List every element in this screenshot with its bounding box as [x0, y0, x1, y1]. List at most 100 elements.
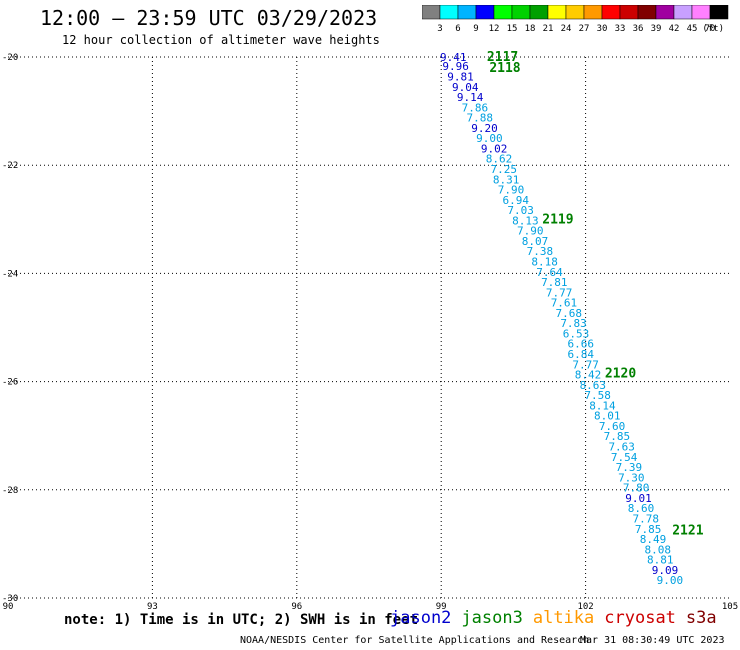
- latitude-label: -20: [2, 53, 18, 63]
- legend-jason3: jason3: [461, 608, 523, 628]
- wave-height-value: 9.00: [657, 574, 684, 587]
- wave-height-value: 8.07: [522, 235, 549, 248]
- legend-altika: altika: [532, 608, 595, 628]
- pass-cycle-label: 2121: [672, 523, 703, 538]
- wave-height-value: 9.00: [476, 132, 503, 145]
- color-scale-label: 27: [579, 24, 590, 34]
- color-scale-label: 12: [489, 24, 500, 34]
- longitude-label: 90: [3, 602, 14, 610]
- color-scale-label: 39: [651, 24, 662, 34]
- color-scale-label: 24: [561, 24, 572, 34]
- wave-height-value: 9.04: [452, 81, 479, 94]
- latitude-label: -26: [2, 378, 18, 388]
- wave-height-value: 6.84: [568, 348, 595, 361]
- wave-height-value: 7.03: [507, 204, 534, 217]
- wave-height-value: 7.39: [616, 461, 643, 474]
- latitude-label: -30: [2, 594, 18, 604]
- wave-height-value: 9.41: [440, 51, 467, 64]
- color-scale-label: 9: [473, 24, 478, 34]
- wave-height-value: 8.31: [493, 173, 520, 186]
- color-scale-label: 30: [597, 24, 608, 34]
- wave-height-value: 7.54: [611, 451, 638, 464]
- wave-height-value: 8.18: [531, 255, 558, 268]
- wave-height-value: 8.49: [640, 533, 667, 546]
- wave-height-value: 8.60: [628, 502, 655, 515]
- wave-height-value: 9.01: [625, 492, 652, 505]
- wave-height-value: 9.02: [481, 142, 508, 155]
- color-scale-label: 15: [507, 24, 518, 34]
- color-scale-label: 6: [455, 24, 460, 34]
- pass-cycle-label: 2120: [605, 366, 636, 381]
- wave-height-value: 8.14: [589, 399, 616, 412]
- note-text: note: 1) Time is in UTC; 2) SWH is in fe…: [64, 612, 419, 628]
- wave-height-value: 7.80: [623, 482, 650, 495]
- wave-height-value: 6.66: [568, 338, 595, 351]
- color-scale-unit: (ft): [702, 24, 724, 34]
- wave-height-value: 9.81: [447, 70, 474, 83]
- color-scale-label: 42: [669, 24, 680, 34]
- wave-height-value: 7.60: [599, 420, 626, 433]
- wave-height-value: 7.85: [635, 523, 662, 536]
- wave-height-value: 7.90: [498, 184, 525, 197]
- wave-height-value: 9.09: [652, 564, 679, 577]
- wave-height-value: 8.08: [645, 543, 672, 556]
- color-scale-label: 70: [705, 24, 716, 34]
- wave-height-value: 7.68: [556, 307, 583, 320]
- color-scale-label: 21: [543, 24, 554, 34]
- longitude-label: 96: [291, 602, 302, 610]
- wave-height-value: 7.77: [572, 358, 599, 371]
- color-scale-label: 3: [437, 24, 442, 34]
- wave-height-value: 8.13: [512, 214, 539, 227]
- wave-height-value: 8.62: [486, 153, 513, 166]
- color-scale-label: 33: [615, 24, 626, 34]
- wave-height-value: 7.88: [466, 112, 493, 125]
- longitude-label: 102: [577, 602, 593, 610]
- wave-height-value: 7.90: [517, 225, 544, 238]
- color-scale-label: 18: [525, 24, 536, 34]
- color-scale-label: 36: [633, 24, 644, 34]
- wave-height-value: 7.64: [536, 266, 563, 279]
- legend-cryosat: cryosat: [604, 608, 676, 628]
- wave-height-value: 6.94: [503, 194, 530, 207]
- wave-height-value: 7.77: [546, 286, 573, 299]
- latitude-label: -22: [2, 161, 18, 171]
- color-scale-label: 45: [687, 24, 698, 34]
- latitude-label: -24: [2, 269, 18, 279]
- satellite-legend: jason2 jason3 altika cryosat s3a: [390, 608, 727, 628]
- wave-height-value: 7.58: [584, 389, 611, 402]
- wave-height-value: 9.96: [442, 60, 469, 73]
- pass-cycle-label: 2118: [489, 61, 520, 76]
- wave-height-value: 7.38: [527, 245, 554, 258]
- wave-height-value: 9.14: [457, 91, 484, 104]
- footer-credit: NOAA/NESDIS Center for Satellite Applica…: [240, 635, 590, 646]
- pass-cycle-label: 2117: [487, 50, 518, 65]
- wave-height-value: 7.25: [491, 163, 518, 176]
- longitude-label: 99: [436, 602, 447, 610]
- observation-values: 9.419.969.819.049.147.867.889.209.009.02…: [440, 51, 683, 587]
- legend-s3a: s3a: [685, 608, 717, 628]
- longitude-label: 93: [147, 602, 158, 610]
- wave-height-value: 7.83: [560, 317, 587, 330]
- wave-height-value: 6.53: [563, 327, 590, 340]
- wave-height-value: 8.42: [575, 369, 602, 382]
- map-grid: [8, 56, 730, 599]
- wave-height-value: 7.86: [462, 101, 489, 114]
- page-title: 12:00 – 23:59 UTC 03/29/2023: [40, 6, 378, 30]
- latitude-label: -28: [2, 486, 18, 496]
- wave-height-value: 8.63: [580, 379, 607, 392]
- wave-height-value: 9.20: [471, 122, 498, 135]
- color-scale-bar: 3 6 9 12 15 18 21 24 27 30 33 36 39 42 45 70(ft): [422, 5, 729, 34]
- page-subtitle: 12 hour collection of altimeter wave hei…: [62, 33, 380, 47]
- wave-height-value: 7.85: [604, 430, 631, 443]
- footer-timestamp: Mar 31 08:30:49 UTC 2023: [580, 635, 725, 646]
- wave-height-value: 7.78: [633, 512, 660, 525]
- wave-height-value: 8.81: [647, 554, 674, 567]
- wave-height-value: 7.63: [608, 441, 635, 454]
- wave-height-value: 7.30: [618, 471, 645, 484]
- wave-height-value: 7.81: [541, 276, 568, 289]
- color-swatch: [709, 5, 729, 20]
- longitude-label: 105: [722, 602, 738, 610]
